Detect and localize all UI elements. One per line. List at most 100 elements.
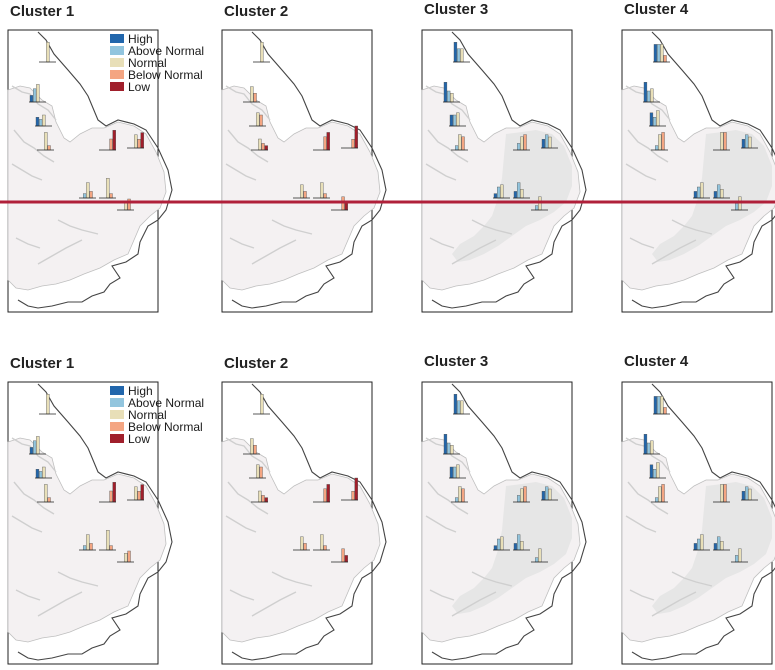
bar-normal xyxy=(458,134,462,151)
bar-normal xyxy=(656,110,660,127)
coastline xyxy=(17,383,173,661)
bar-high xyxy=(693,543,698,551)
bar-above-normal xyxy=(653,116,657,127)
panel-title: Cluster 3 xyxy=(424,353,488,370)
bar-normal xyxy=(300,184,304,199)
bar-normal xyxy=(548,488,552,501)
site-bar-group xyxy=(493,536,510,551)
bar-normal xyxy=(656,462,660,479)
bar-above-normal xyxy=(453,466,457,479)
bar-low xyxy=(354,125,358,149)
bar-below-normal xyxy=(661,132,665,151)
river-network xyxy=(251,239,297,265)
bar-below-normal xyxy=(109,193,113,199)
site-bar-group xyxy=(643,434,660,455)
bar-normal xyxy=(44,132,48,151)
bar-normal xyxy=(660,396,664,415)
bar-below-normal xyxy=(47,145,51,151)
river-network xyxy=(225,515,257,533)
bar-normal xyxy=(256,112,260,127)
river-network xyxy=(671,571,713,587)
site-bar-group xyxy=(293,536,310,551)
legend-label: High xyxy=(128,384,153,398)
bar-above-normal xyxy=(82,193,87,199)
bar-high xyxy=(741,490,746,501)
bar-high xyxy=(493,545,498,551)
legend-item: Normal xyxy=(110,408,167,422)
bar-above-normal xyxy=(534,205,539,211)
site-bar-group xyxy=(453,41,470,63)
bar-high xyxy=(653,44,658,63)
legend-item: Above Normal xyxy=(110,396,204,410)
river-network xyxy=(627,481,669,515)
site-bar-group xyxy=(39,41,56,63)
bar-normal xyxy=(250,438,254,455)
site-bar-group xyxy=(35,114,52,127)
site-bar-group xyxy=(653,396,670,415)
bar-above-normal xyxy=(447,442,451,455)
bar-above-normal xyxy=(653,468,657,479)
bar-low xyxy=(264,145,268,151)
bar-below-normal xyxy=(323,545,327,551)
bar-below-normal xyxy=(47,497,51,503)
bar-normal xyxy=(300,536,304,551)
site-bar-group xyxy=(35,466,52,479)
panel-1: Cluster 1 xyxy=(7,3,173,313)
shaded-catchment xyxy=(652,482,772,614)
site-bar-group xyxy=(713,184,730,199)
legend-item: High xyxy=(110,32,153,46)
site-bar-group xyxy=(513,486,530,503)
bar-above-normal xyxy=(744,134,749,149)
bar-high xyxy=(541,138,546,149)
bar-above-normal xyxy=(544,486,549,501)
site-bar-group xyxy=(313,484,330,503)
bar-above-normal xyxy=(647,442,651,455)
bar-below-normal xyxy=(461,136,465,151)
bar-above-normal xyxy=(496,186,501,199)
bar-high xyxy=(453,393,458,415)
coastline xyxy=(231,31,387,309)
bar-below-normal xyxy=(351,490,355,501)
site-bar-group xyxy=(451,134,468,151)
bar-below-normal xyxy=(137,490,141,501)
bar-above-normal xyxy=(516,495,521,503)
bar-above-normal xyxy=(33,440,37,455)
bar-below-normal xyxy=(461,488,465,503)
site-bar-group xyxy=(651,132,668,151)
bar-normal xyxy=(456,464,460,479)
bar-normal xyxy=(520,188,524,199)
river-network xyxy=(271,219,313,235)
site-bar-group xyxy=(449,464,466,479)
bar-above-normal xyxy=(734,203,739,211)
river-network xyxy=(427,481,469,515)
bar-below-normal xyxy=(351,138,355,149)
bar-normal xyxy=(500,536,504,551)
bar-above-normal xyxy=(33,88,37,103)
bar-below-normal xyxy=(723,484,727,503)
bar-high xyxy=(29,95,34,103)
bar-high xyxy=(693,191,698,199)
bar-high xyxy=(35,116,40,127)
bar-normal xyxy=(520,488,524,503)
bar-normal xyxy=(260,41,264,63)
site-bar-group xyxy=(341,125,358,149)
bar-above-normal xyxy=(447,90,451,103)
bar-above-normal xyxy=(39,119,43,127)
legend-label: High xyxy=(128,32,153,46)
legend-label: Low xyxy=(128,432,150,446)
site-bar-group xyxy=(453,393,470,415)
site-bar-group xyxy=(643,82,660,103)
legend-label: Below Normal xyxy=(128,68,203,82)
panel-title: Cluster 4 xyxy=(624,1,689,18)
bar-above-normal xyxy=(657,396,661,415)
site-bar-group xyxy=(313,182,330,199)
river-network xyxy=(225,437,271,473)
site-bar-group xyxy=(513,134,530,151)
river-network xyxy=(651,239,697,265)
site-bar-group xyxy=(713,536,730,551)
bar-normal xyxy=(46,393,50,415)
coastline xyxy=(431,31,587,309)
site-bar-group xyxy=(39,393,56,415)
legend-swatch xyxy=(110,34,124,43)
